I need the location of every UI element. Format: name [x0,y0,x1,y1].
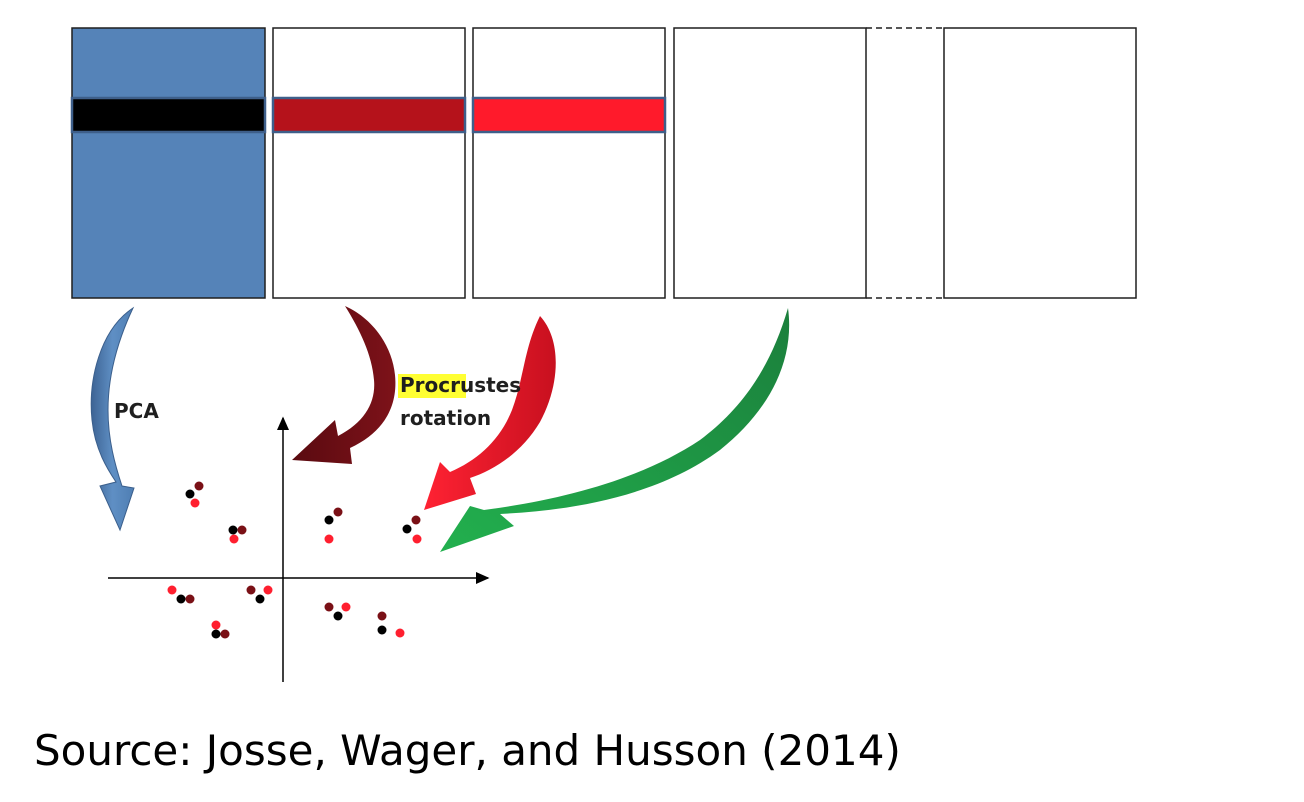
imputed-matrix-2 [472,27,666,299]
scatter-point [176,594,186,604]
procrustes-label: Procrustes [400,373,521,397]
pca-label: PCA [114,399,159,423]
scatter-point [377,611,387,621]
scatter-point [167,585,177,595]
ellipsis-matrix-dashed [866,27,944,299]
arrow-labels: PCA Procrustes rotation [114,373,521,430]
scatter-point [194,481,204,491]
scatter-point [377,625,387,635]
scatter-points [167,481,422,639]
scatter-point [211,629,221,639]
scatter-point [185,489,195,499]
scatter-point [263,585,273,595]
scatter-point [402,524,412,534]
procrustes-arrow-red [424,316,556,510]
procrustes-highlight [398,374,466,398]
scatter-point [341,602,351,612]
row-dark-red [271,96,467,134]
scatter-point [220,629,230,639]
scatter-point [333,507,343,517]
scatter-point [411,515,421,525]
row-black [70,96,267,134]
scatter-point [255,594,265,604]
scatter-point [395,628,405,638]
imputed-matrix-3 [673,27,867,299]
scatter-point [324,534,334,544]
scatter-point [333,611,343,621]
scatter-point [246,585,256,595]
scatter-point [237,525,247,535]
scatter-point [190,498,200,508]
scatter-point [211,620,221,630]
procrustes-arrow-dark-red [292,306,396,464]
imputed-matrix-1 [272,27,466,299]
source-caption: Source: Josse, Wager, and Husson (2014) [34,726,901,775]
pca-arrow-blue [90,306,135,532]
scatter-axes [108,416,490,682]
scatter-point [228,525,238,535]
scatter-point [324,602,334,612]
imputed-matrix-last [943,27,1137,299]
observed-data-matrix [71,27,266,299]
row-red [471,96,667,134]
data-matrices [70,27,1137,299]
scatter-point [324,515,334,525]
curved-arrows [90,306,790,552]
rotation-label: rotation [400,406,491,430]
arrow-green [440,308,790,552]
scatter-point [185,594,195,604]
scatter-point [412,534,422,544]
scatter-point [229,534,239,544]
